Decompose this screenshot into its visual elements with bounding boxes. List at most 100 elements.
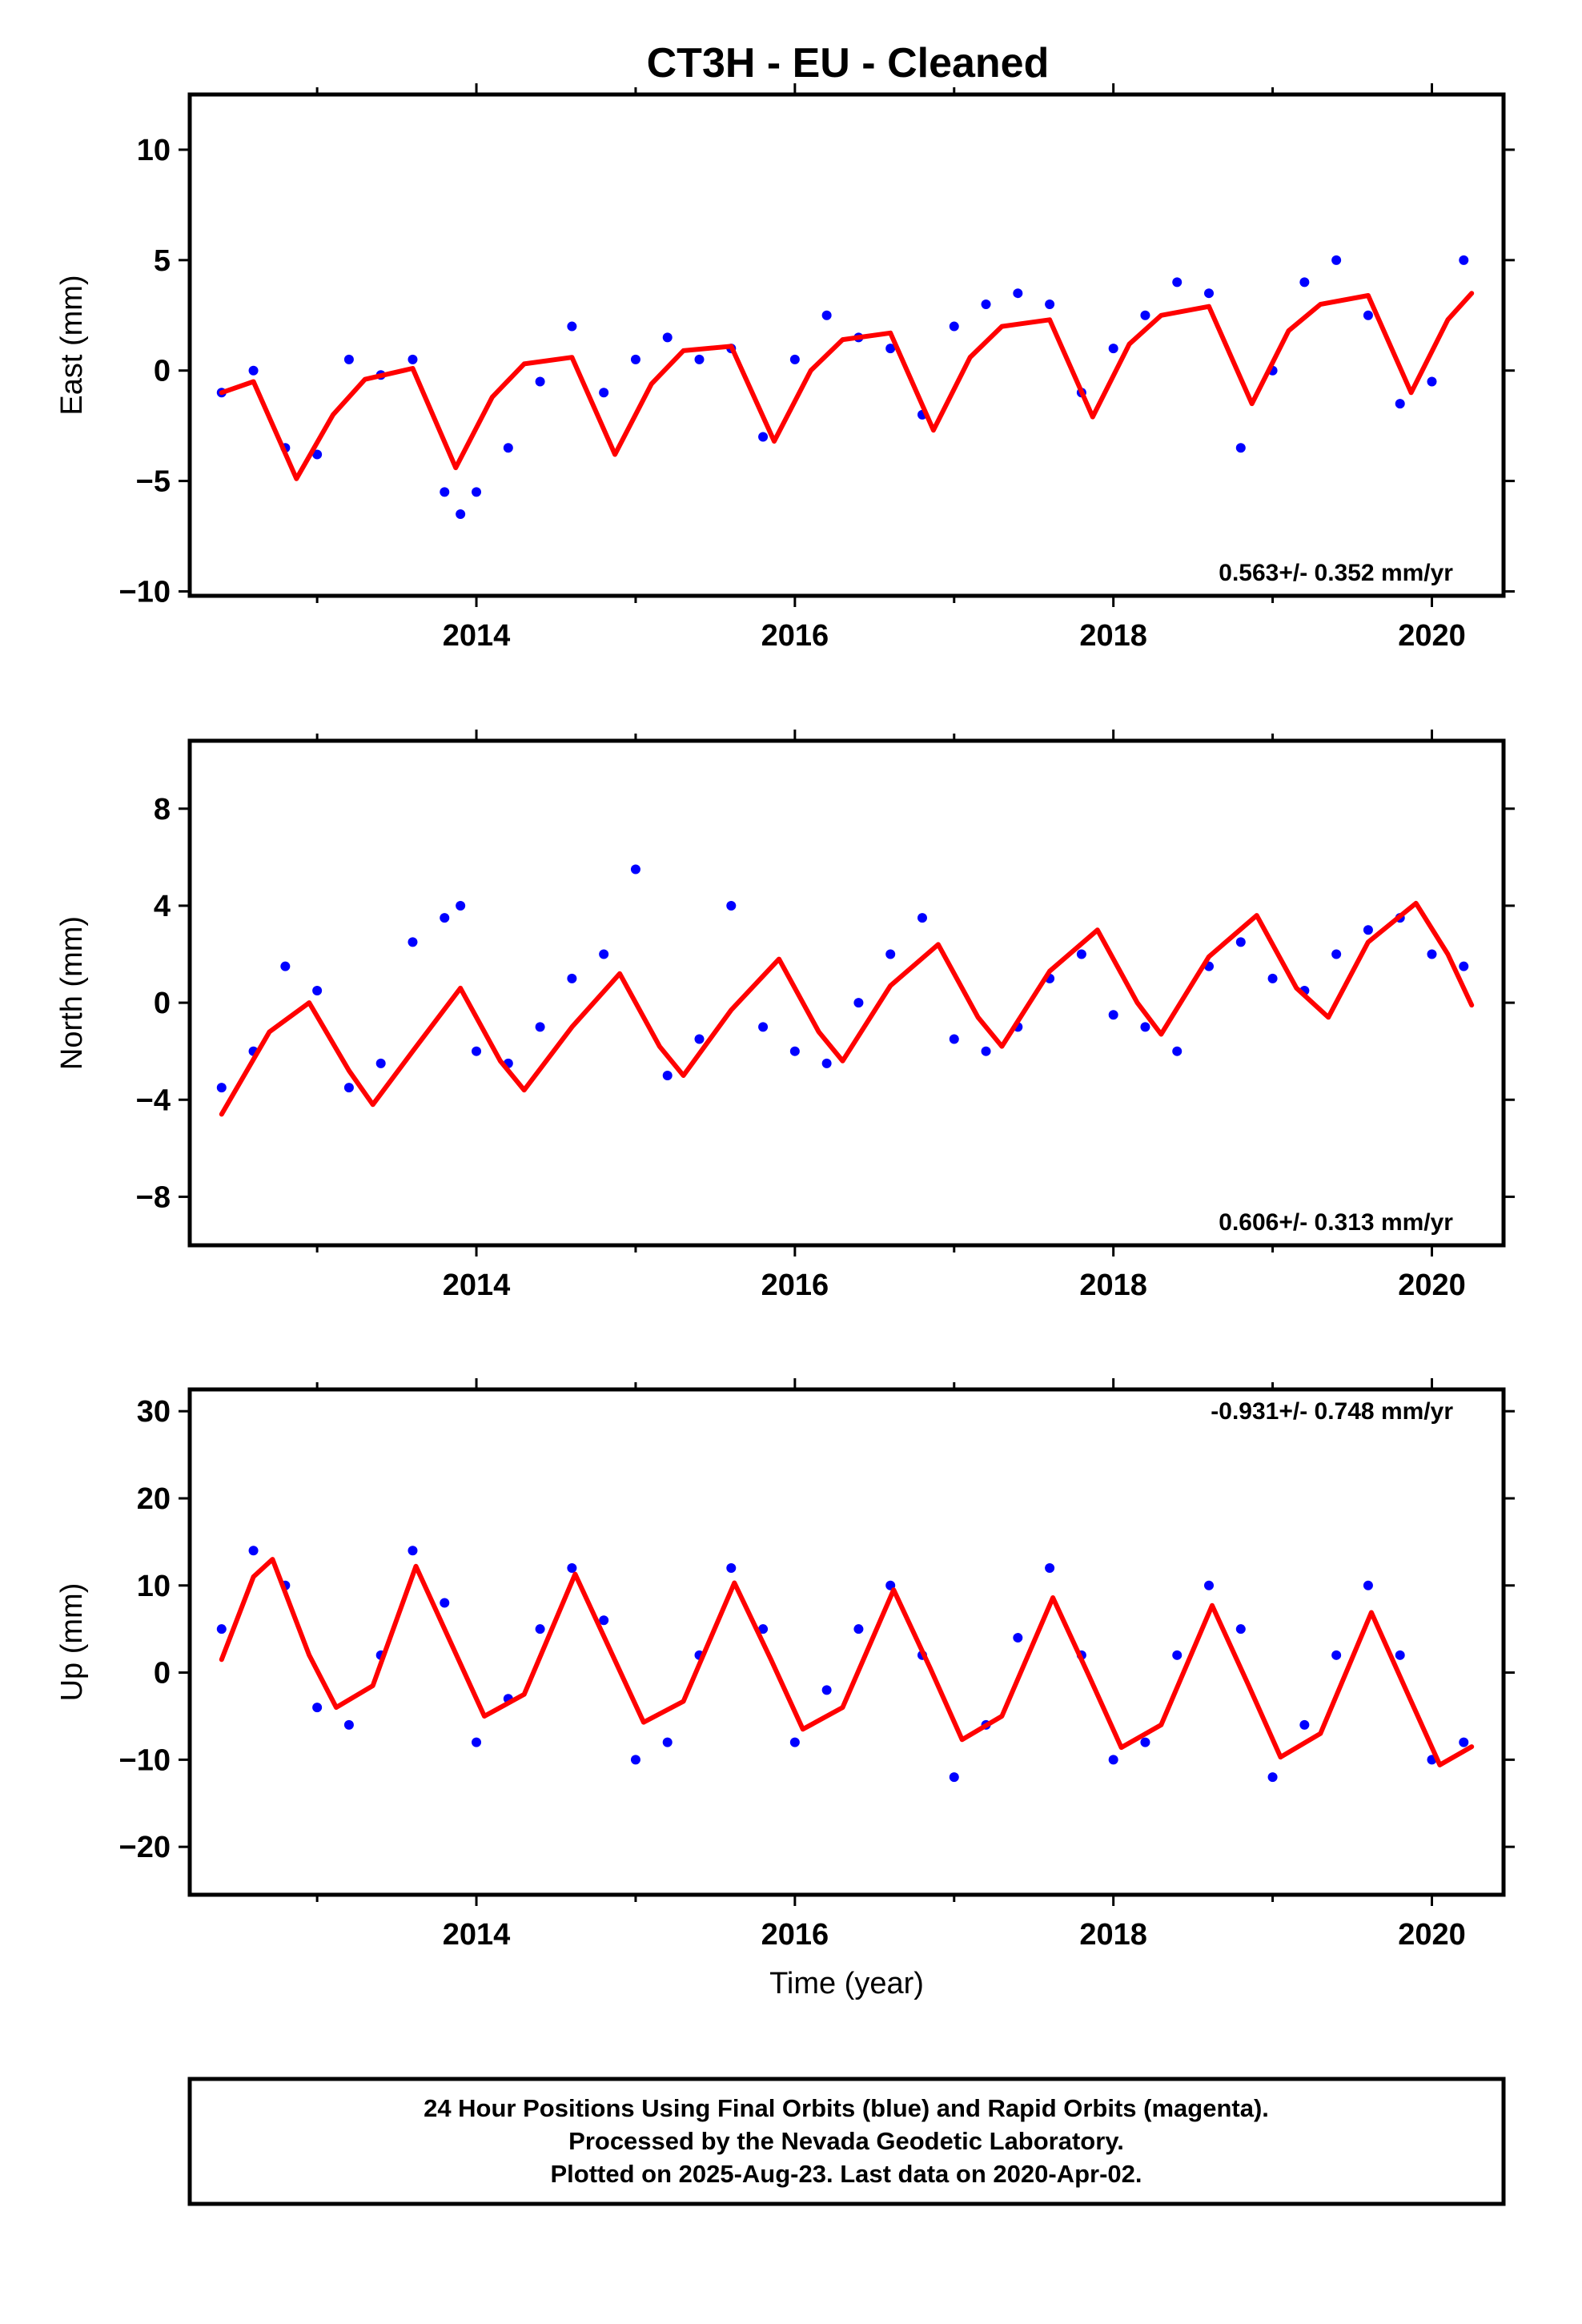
data-point: [1395, 399, 1405, 409]
data-point: [375, 1058, 386, 1068]
y-tick-label: 20: [137, 1482, 171, 1516]
footer-frame: [187, 2077, 1506, 2206]
y-tick-label: −10: [119, 575, 171, 609]
data-point: [1363, 310, 1373, 320]
x-tick-label: 2014: [443, 1269, 511, 1302]
data-point: [1299, 277, 1310, 287]
fit-curve: [219, 900, 1475, 1117]
data-point: [567, 973, 577, 983]
data-point: [1045, 299, 1055, 309]
data-point: [758, 432, 769, 442]
data-point: [981, 1046, 991, 1056]
data-point: [821, 1685, 832, 1695]
data-point: [456, 900, 466, 911]
data-points: [216, 864, 1469, 1093]
data-point: [1363, 1580, 1373, 1590]
data-point: [853, 1624, 864, 1634]
data-point: [312, 985, 323, 995]
data-point: [343, 1719, 354, 1730]
data-point: [535, 1022, 545, 1032]
data-point: [1427, 376, 1437, 387]
data-point: [1204, 1580, 1215, 1590]
figure-title: CT3H - EU - Cleaned: [647, 40, 1050, 86]
x-tick-label: 2020: [1398, 1269, 1466, 1302]
y-tick-label: 0: [154, 1657, 171, 1691]
x-tick-label: 2018: [1079, 1269, 1147, 1302]
data-point: [1427, 949, 1437, 959]
y-tick-label: 30: [137, 1395, 171, 1429]
data-point: [456, 509, 466, 519]
velocity-label: 0.563+/- 0.352 mm/yr: [1219, 560, 1453, 586]
x-axis-label: Time (year): [769, 1967, 924, 2000]
y-axis-label: North (mm): [55, 916, 89, 1070]
data-point: [1395, 1650, 1405, 1660]
data-point: [472, 487, 482, 497]
data-point: [535, 376, 545, 387]
footer-line-2: Processed by the Nevada Geodetic Laborat…: [568, 2127, 1124, 2155]
data-point: [1045, 1563, 1055, 1574]
data-point: [1459, 961, 1469, 971]
y-axis-label: Up (mm): [55, 1583, 89, 1702]
data-point: [1363, 925, 1373, 935]
data-point: [599, 388, 609, 398]
x-tick-label: 2016: [761, 619, 829, 653]
data-point: [726, 900, 737, 911]
data-point: [1140, 1737, 1150, 1747]
data-point: [472, 1046, 482, 1056]
data-points: [216, 1546, 1469, 1783]
x-tick-label: 2016: [761, 1269, 829, 1302]
x-tick-label: 2020: [1398, 619, 1466, 653]
data-point: [1459, 255, 1469, 265]
data-point: [758, 1624, 769, 1634]
data-point: [949, 1034, 959, 1044]
y-tick-label: 0: [154, 987, 171, 1020]
data-point: [1140, 1022, 1150, 1032]
data-point: [726, 1563, 737, 1574]
data-point: [248, 365, 259, 376]
data-point: [343, 354, 354, 364]
data-point: [535, 1624, 545, 1634]
y-axis-label: East (mm): [55, 275, 89, 415]
data-point: [216, 1624, 227, 1634]
data-point: [949, 321, 959, 332]
velocity-label: 0.606+/- 0.313 mm/yr: [1219, 1209, 1453, 1236]
data-point: [1331, 1650, 1342, 1660]
data-point: [981, 299, 991, 309]
data-point: [1172, 1046, 1182, 1056]
x-tick-label: 2018: [1079, 619, 1147, 653]
x-tick-label: 2014: [443, 1918, 511, 1952]
plot-frame: [187, 1387, 1506, 1897]
y-tick-label: 0: [154, 355, 171, 388]
data-point: [662, 332, 673, 343]
data-point: [949, 1772, 959, 1783]
x-tick-label: 2018: [1079, 1918, 1147, 1952]
data-point: [1331, 255, 1342, 265]
data-point: [917, 913, 927, 923]
panel-3: 2014 2016 2018 2020 −20 −10 0 10 20 30 Up (mm) -0.9…: [55, 1378, 1515, 2000]
data-point: [1459, 1737, 1469, 1747]
data-point: [1076, 949, 1086, 959]
data-point: [599, 1615, 609, 1626]
data-point: [1013, 288, 1023, 299]
fit-curve: [219, 1557, 1475, 1767]
y-tick-label: −20: [119, 1831, 171, 1864]
data-point: [821, 1058, 832, 1068]
data-point: [1140, 310, 1150, 320]
data-point: [440, 487, 450, 497]
data-point: [885, 344, 896, 354]
data-point: [694, 1034, 705, 1044]
data-point: [408, 937, 418, 947]
plot-frame: [187, 92, 1506, 598]
data-point: [503, 443, 513, 453]
fit-curve: [219, 291, 1475, 481]
data-point: [758, 1022, 769, 1032]
data-point: [1267, 973, 1278, 983]
y-tick-label: −8: [136, 1180, 171, 1214]
y-tick-label: −10: [119, 1743, 171, 1777]
data-point: [885, 949, 896, 959]
data-point: [1235, 1624, 1246, 1634]
data-point: [312, 1703, 323, 1713]
data-point: [789, 1046, 800, 1056]
data-point: [408, 354, 418, 364]
data-point: [472, 1737, 482, 1747]
